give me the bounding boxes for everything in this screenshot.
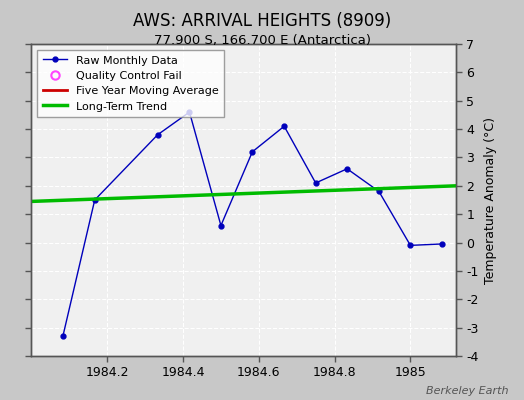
Raw Monthly Data xyxy=(312,180,319,185)
Raw Monthly Data xyxy=(92,198,98,202)
Raw Monthly Data xyxy=(155,132,161,137)
Raw Monthly Data xyxy=(376,189,382,194)
Raw Monthly Data xyxy=(407,243,413,248)
Y-axis label: Temperature Anomaly (°C): Temperature Anomaly (°C) xyxy=(484,116,497,284)
Raw Monthly Data xyxy=(60,334,66,338)
Text: AWS: ARRIVAL HEIGHTS (8909): AWS: ARRIVAL HEIGHTS (8909) xyxy=(133,12,391,30)
Raw Monthly Data xyxy=(281,124,287,129)
Raw Monthly Data xyxy=(344,166,350,171)
Legend: Raw Monthly Data, Quality Control Fail, Five Year Moving Average, Long-Term Tren: Raw Monthly Data, Quality Control Fail, … xyxy=(37,50,224,117)
Text: 77.900 S, 166.700 E (Antarctica): 77.900 S, 166.700 E (Antarctica) xyxy=(154,34,370,47)
Raw Monthly Data xyxy=(187,110,193,114)
Line: Raw Monthly Data: Raw Monthly Data xyxy=(60,110,444,338)
Raw Monthly Data xyxy=(439,242,445,246)
Raw Monthly Data xyxy=(218,223,224,228)
Raw Monthly Data xyxy=(249,149,256,154)
Text: Berkeley Earth: Berkeley Earth xyxy=(426,386,508,396)
